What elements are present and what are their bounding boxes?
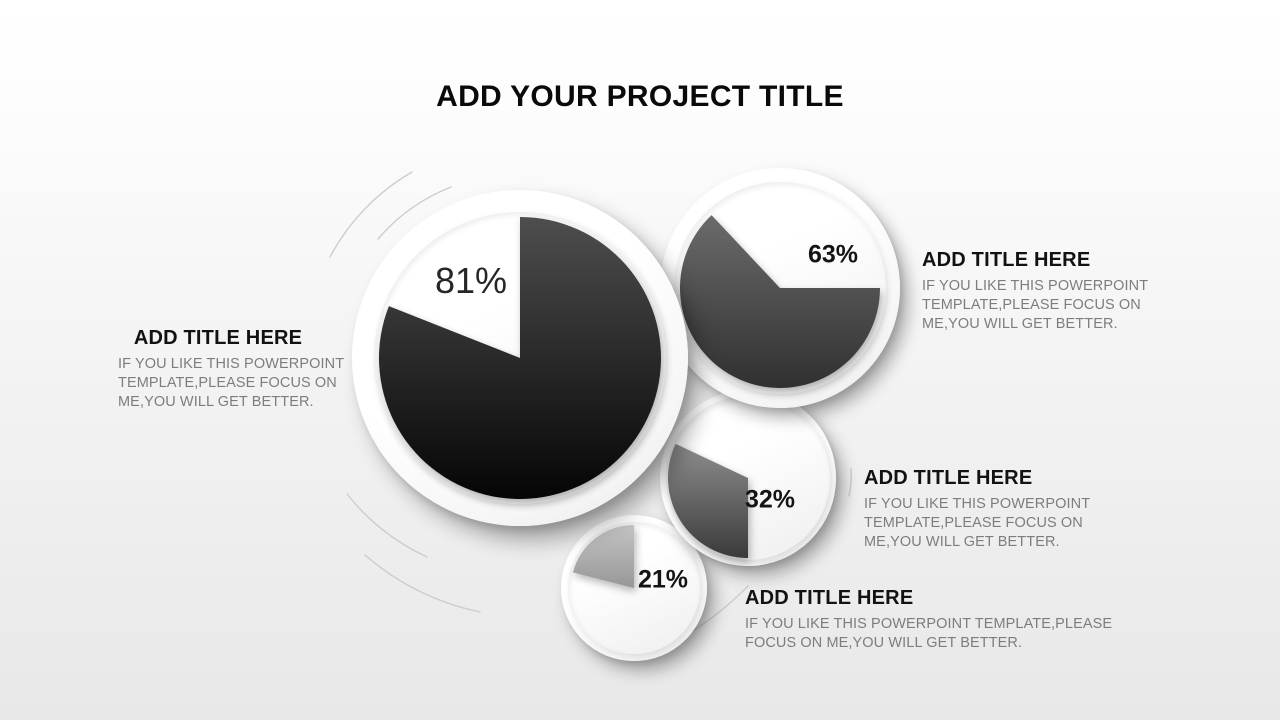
page-title: ADD YOUR PROJECT TITLE [436,80,844,113]
pie-63-slice [680,215,880,388]
text-block-bottom: ADD TITLE HERE IF YOU LIKE THIS POWERPOI… [745,586,1112,653]
percent-label-21: 21% [637,565,689,594]
arc-upper-left-inner [377,186,452,240]
pie-81-slice [379,217,661,499]
percent-label-63: 63% [807,240,859,269]
pie-chart-81 [379,217,661,499]
block-body-line: TEMPLATE,PLEASE FOCUS ON [118,375,337,391]
pie-circle-21: 21% [561,515,707,661]
pie-chart-63 [680,215,880,388]
percent-label-32: 32% [744,485,796,514]
pie-circle-81: 81% [352,190,688,526]
block-body-line: IF YOU LIKE THIS POWERPOINT [922,278,1149,294]
block-title: ADD TITLE HERE [745,587,914,609]
block-body-line: IF YOU LIKE THIS POWERPOINT TEMPLATE,PLE… [745,616,1113,632]
text-block-right-middle: ADD TITLE HERE IF YOU LIKE THIS POWERPOI… [864,466,1090,552]
pie-circle-32: 32% [660,390,836,566]
block-body-line: ME,YOU WILL GET BETTER. [864,534,1060,550]
pie-chart-32 [668,443,748,558]
block-body-line: TEMPLATE,PLEASE FOCUS ON [922,297,1141,313]
block-body-line: IF YOU LIKE THIS POWERPOINT [864,496,1091,512]
block-body-line: TEMPLATE,PLEASE FOCUS ON [864,515,1083,531]
arc-right-of-mid-circle [848,468,852,497]
pie-32-slice [668,443,748,558]
arc-lower-left-outer [364,554,481,613]
block-title: ADD TITLE HERE [864,467,1033,489]
block-body-line: FOCUS ON ME,YOU WILL GET BETTER. [745,635,1023,651]
text-block-right-top: ADD TITLE HERE IF YOU LIKE THIS POWERPOI… [922,248,1148,334]
arc-upper-left-outer [329,171,413,258]
text-block-left: ADD TITLE HERE IF YOU LIKE THIS POWERPOI… [118,326,345,412]
pie-circle-63: 63% [660,168,900,408]
block-body-line: ME,YOU WILL GET BETTER. [922,316,1118,332]
pie-21-slice [572,525,634,588]
block-title: ADD TITLE HERE [922,249,1091,271]
percent-label-81: 81% [434,260,508,301]
block-title: ADD TITLE HERE [133,327,303,349]
pie-chart-21 [572,525,634,588]
arc-lower-left-inner [346,493,428,558]
block-body-line: ME,YOU WILL GET BETTER. [118,394,314,410]
block-body-line: IF YOU LIKE THIS POWERPOINT [118,356,345,372]
